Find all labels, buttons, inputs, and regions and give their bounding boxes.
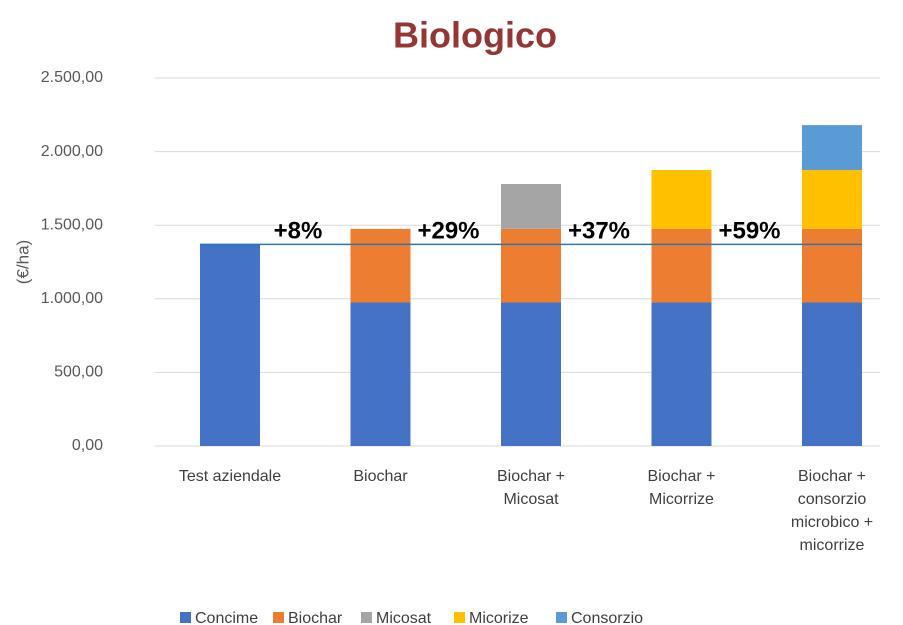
bar-segment	[802, 228, 862, 303]
legend-label: Micosat	[376, 610, 432, 625]
y-tick-label: 0,00	[72, 437, 103, 454]
bar-segment	[651, 170, 712, 229]
bar-segment	[350, 228, 411, 303]
bar-segment	[350, 302, 411, 446]
x-tick-label: Biochar	[353, 468, 408, 485]
annotation: +59%	[718, 218, 780, 245]
bar-segment	[501, 183, 561, 229]
y-tick-label: 2.500,00	[41, 69, 103, 86]
bar-segment	[501, 228, 561, 303]
bar-segment	[651, 228, 712, 303]
bar-segment	[200, 244, 260, 446]
legend-swatch	[454, 612, 465, 623]
legend-label: Biochar	[288, 610, 343, 625]
legend-swatch	[180, 612, 191, 623]
x-tick-label: Biochar + consorzio microbico + micorriz…	[790, 468, 874, 554]
legend-label: Concime	[195, 610, 258, 625]
chart-title: Biologico	[393, 15, 557, 56]
legend-label: Consorzio	[571, 610, 643, 625]
legend-swatch	[273, 612, 284, 623]
y-tick-label: 1.000,00	[41, 290, 103, 307]
legend-swatch	[361, 612, 372, 623]
y-tick-label: 1.500,00	[41, 216, 103, 233]
annotation: +8%	[274, 218, 323, 245]
x-tick-label: Biochar + Micorrize	[647, 468, 716, 508]
x-tick-label: Biochar + Micosat	[496, 468, 566, 508]
bar-segment	[802, 302, 862, 446]
bar-segment	[802, 170, 862, 229]
y-tick-label: 2.000,00	[41, 143, 103, 160]
bar-segment	[501, 302, 561, 446]
y-tick-label: 500,00	[54, 364, 103, 381]
x-tick-label: Test aziendale	[178, 468, 282, 485]
bar-segment	[651, 302, 712, 446]
annotation: +29%	[417, 218, 479, 245]
bar-segment	[802, 125, 862, 170]
legend-swatch	[556, 612, 567, 623]
annotation: +37%	[568, 218, 630, 245]
y-axis-label: (€/ha)	[13, 240, 32, 284]
legend-label: Micorize	[469, 610, 529, 625]
